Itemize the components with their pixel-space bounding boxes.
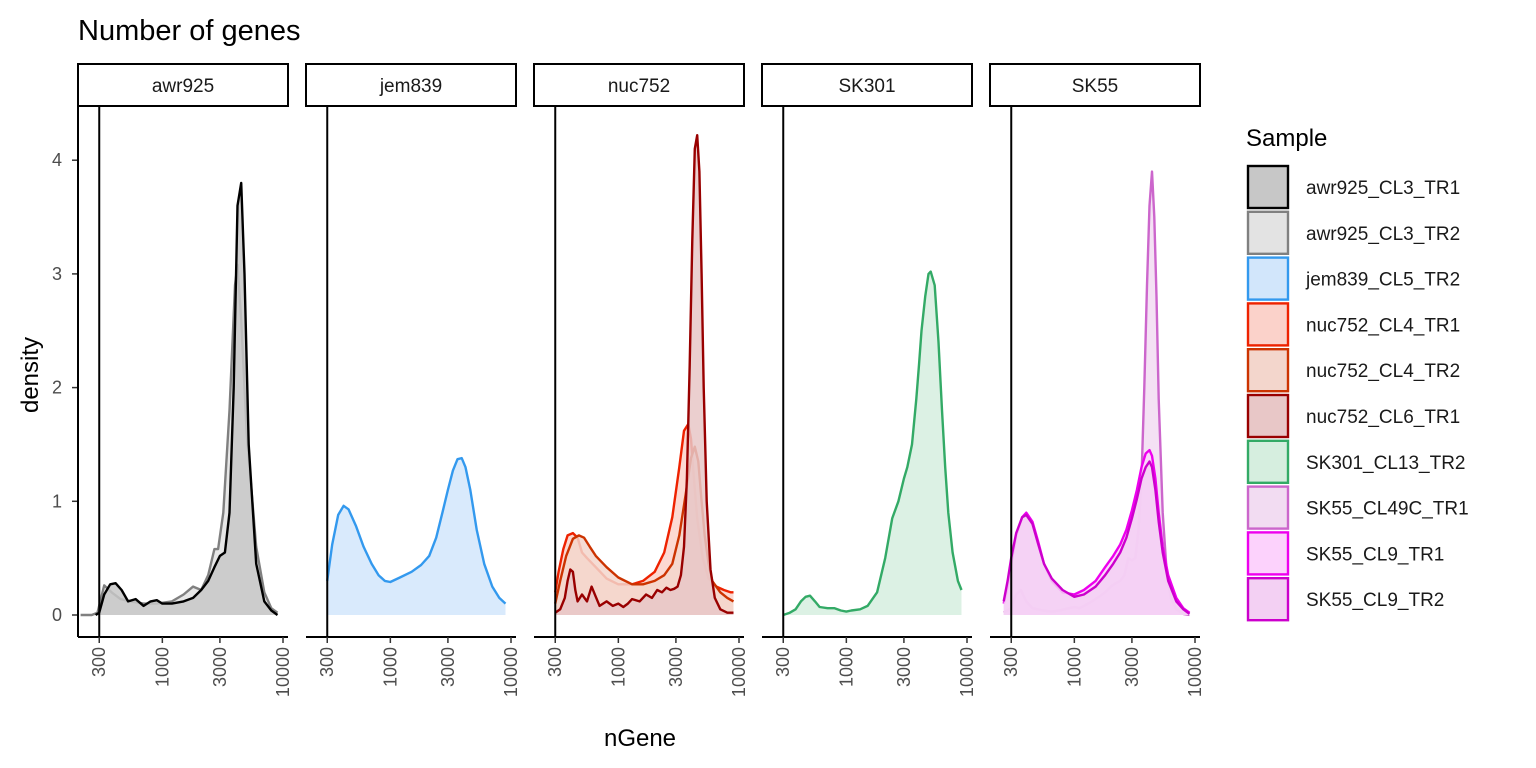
legend-swatch	[1248, 532, 1288, 574]
strip-label: SK55	[1072, 76, 1118, 97]
panel-SK301: SK301 300 1000 3000 10000	[762, 64, 977, 697]
y-axis: 0 1 2 3 4	[52, 106, 78, 637]
legend-item-nuc752_CL4_TR1: nuc752_CL4_TR1	[1248, 303, 1460, 345]
legend-swatch	[1248, 578, 1288, 620]
x-tick-label: 300	[89, 647, 109, 677]
legend-label: nuc752_CL4_TR2	[1306, 361, 1460, 382]
legend-swatch	[1248, 441, 1288, 483]
density-area-SK301_CL13_TR2	[783, 272, 961, 615]
legend-item-jem839_CL5_TR2: jem839_CL5_TR2	[1248, 258, 1460, 300]
panel-SK55: SK55 300 1000 3000 10000	[990, 64, 1205, 697]
x-tick-label: 300	[773, 647, 793, 677]
legend-item-nuc752_CL6_TR1: nuc752_CL6_TR1	[1248, 395, 1460, 437]
x-tick-label: 1000	[152, 647, 172, 687]
x-tick-label: 1000	[608, 647, 628, 687]
x-tick-label: 3000	[1122, 647, 1142, 687]
legend-label: jem839_CL5_TR2	[1305, 270, 1460, 291]
x-tick-label: 10000	[957, 647, 977, 697]
x-tick-label: 10000	[273, 647, 293, 697]
legend-swatch	[1248, 303, 1288, 345]
strip-label: nuc752	[608, 76, 670, 97]
legend-label: awr925_CL3_TR1	[1306, 178, 1460, 199]
legend-label: nuc752_CL6_TR1	[1306, 407, 1460, 428]
legend-label: SK55_CL49C_TR1	[1306, 499, 1469, 520]
legend-swatch	[1248, 166, 1288, 208]
panel-awr925: awr925 300 1000 3000 10000	[78, 64, 293, 697]
strip-label: awr925	[152, 76, 214, 97]
x-tick-label: 10000	[501, 647, 521, 697]
facet-panels: awr925 300 1000 3000 10000 jem839 300 1000 3000 1…	[78, 64, 1205, 697]
x-tick-label: 300	[1001, 647, 1021, 677]
legend-title: Sample	[1246, 125, 1327, 152]
panel-jem839: jem839 300 1000 3000 10000	[306, 64, 521, 697]
legend-swatch	[1248, 212, 1288, 254]
y-axis-title: density	[17, 337, 44, 413]
y-tick-label: 1	[52, 491, 62, 511]
x-tick-label: 1000	[836, 647, 856, 687]
chart-title: Number of genes	[78, 15, 300, 47]
legend-item-nuc752_CL4_TR2: nuc752_CL4_TR2	[1248, 349, 1460, 391]
panel-nuc752: nuc752 300 1000 3000 10000	[534, 64, 749, 697]
x-tick-label: 3000	[438, 647, 458, 687]
legend-label: SK55_CL9_TR1	[1306, 544, 1444, 565]
legend-label: nuc752_CL4_TR1	[1306, 315, 1460, 336]
legend: Sample awr925_CL3_TR1 awr925_CL3_TR2 jem83…	[1246, 125, 1469, 620]
legend-item-SK55_CL9_TR1: SK55_CL9_TR1	[1248, 532, 1444, 574]
strip-label: jem839	[379, 76, 442, 97]
legend-label: awr925_CL3_TR2	[1306, 224, 1460, 245]
x-tick-label: 300	[545, 647, 565, 677]
legend-label: SK301_CL13_TR2	[1306, 453, 1466, 474]
legend-swatch	[1248, 349, 1288, 391]
legend-item-SK55_CL49C_TR1: SK55_CL49C_TR1	[1248, 487, 1469, 529]
y-tick-label: 0	[52, 605, 62, 625]
y-tick-label: 3	[52, 264, 62, 284]
legend-swatch	[1248, 487, 1288, 529]
x-tick-label: 10000	[729, 647, 749, 697]
x-tick-label: 3000	[894, 647, 914, 687]
legend-item-SK55_CL9_TR2: SK55_CL9_TR2	[1248, 578, 1444, 620]
x-tick-label: 1000	[380, 647, 400, 687]
y-tick-label: 2	[52, 378, 62, 398]
legend-item-awr925_CL3_TR1: awr925_CL3_TR1	[1248, 166, 1460, 208]
x-tick-label: 3000	[666, 647, 686, 687]
y-tick-label: 4	[52, 150, 62, 170]
x-tick-label: 1000	[1064, 647, 1084, 687]
strip-label: SK301	[838, 76, 895, 97]
legend-swatch	[1248, 258, 1288, 300]
x-axis-title: nGene	[604, 725, 676, 752]
legend-item-awr925_CL3_TR2: awr925_CL3_TR2	[1248, 212, 1460, 254]
x-tick-label: 10000	[1185, 647, 1205, 697]
legend-item-SK301_CL13_TR2: SK301_CL13_TR2	[1248, 441, 1466, 483]
x-tick-label: 3000	[210, 647, 230, 687]
legend-label: SK55_CL9_TR2	[1306, 590, 1444, 611]
density-area-awr925_CL3_TR1	[96, 183, 278, 615]
x-tick-label: 300	[317, 647, 337, 677]
legend-swatch	[1248, 395, 1288, 437]
